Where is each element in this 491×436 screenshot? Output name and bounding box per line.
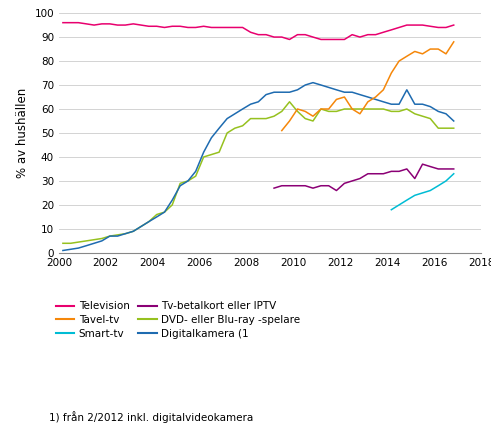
Legend: Television, Tavel-tv, Smart-tv, Tv-betalkort eller IPTV, DVD- eller Blu-ray -spe: Television, Tavel-tv, Smart-tv, Tv-betal… bbox=[55, 301, 300, 338]
Y-axis label: % av hushällen: % av hushällen bbox=[16, 88, 29, 178]
Text: 1) från 2/2012 inkl. digitalvideokamera: 1) från 2/2012 inkl. digitalvideokamera bbox=[49, 411, 253, 423]
